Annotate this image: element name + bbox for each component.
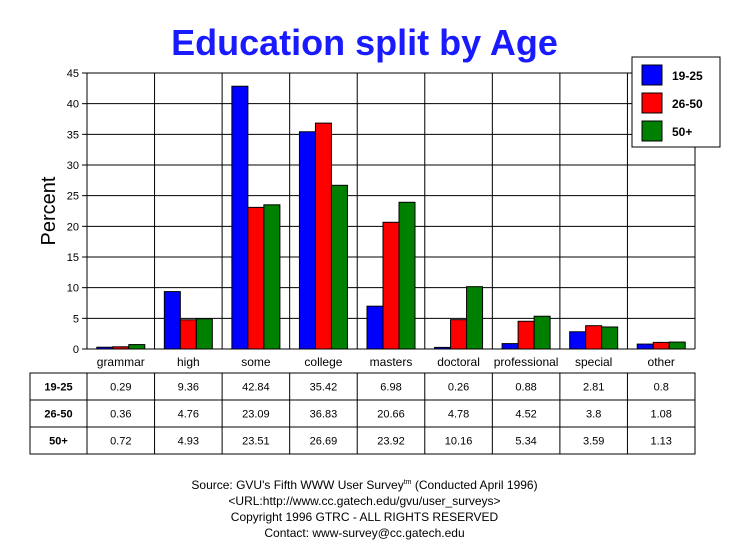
y-tick-label: 0 — [73, 344, 79, 356]
table-cell: 42.84 — [242, 382, 270, 394]
bar — [668, 341, 686, 350]
table-cell: 6.98 — [380, 382, 401, 394]
table-cell: 0.26 — [448, 382, 469, 394]
y-tick-label: 10 — [67, 283, 79, 295]
contact-line: Contact: www-survey@cc.gatech.edu — [264, 526, 465, 540]
table-cell: 26.69 — [310, 436, 338, 448]
legend-label: 26-50 — [672, 97, 703, 111]
legend-swatch — [641, 92, 663, 114]
legend: 19-25 26-50 50+ — [631, 56, 721, 148]
table-cell: 1.08 — [651, 409, 672, 421]
table-cell: 4.78 — [448, 409, 469, 421]
table-cell: 4.52 — [515, 409, 536, 421]
legend-label: 50+ — [672, 125, 692, 139]
bar — [569, 331, 587, 350]
bar — [652, 341, 670, 350]
table-cell: 35.42 — [310, 382, 338, 394]
table-cell: 9.36 — [178, 382, 199, 394]
table-cell: 0.72 — [110, 436, 131, 448]
y-tick-label: 25 — [67, 191, 79, 203]
category-label: college — [304, 355, 342, 369]
table-cell: 0.29 — [110, 382, 131, 394]
y-tick-label: 30 — [67, 160, 79, 172]
table-cell: 3.8 — [586, 409, 601, 421]
source-date: (Conducted April 1996) — [411, 478, 538, 492]
table-cell: 3.59 — [583, 436, 604, 448]
bar — [636, 343, 654, 350]
bar — [96, 346, 114, 350]
category-label: masters — [370, 355, 413, 369]
bar — [501, 343, 519, 350]
y-tick-label: 35 — [67, 129, 79, 141]
bar — [231, 85, 249, 350]
bar — [247, 206, 265, 350]
table-cell: 4.93 — [178, 436, 199, 448]
bar — [517, 320, 535, 350]
bar — [128, 344, 146, 350]
table-cell: 5.34 — [515, 436, 536, 448]
bar — [298, 131, 316, 350]
table-cell: 0.36 — [110, 409, 131, 421]
bar — [314, 122, 332, 350]
legend-swatch — [641, 64, 663, 86]
source-text: Source: GVU's Fifth WWW User Survey — [191, 478, 404, 492]
table-row-label: 26-50 — [44, 409, 72, 421]
y-tick-label: 15 — [67, 252, 79, 264]
bar — [112, 346, 130, 350]
y-tick-label: 40 — [67, 99, 79, 111]
category-label: doctoral — [437, 355, 480, 369]
table-row-label: 50+ — [49, 436, 68, 448]
bar — [330, 184, 348, 350]
bar — [450, 319, 468, 350]
category-label: grammar — [97, 355, 145, 369]
copyright-line: Copyright 1996 GTRC - ALL RIGHTS RESERVE… — [230, 510, 499, 524]
table-cell: 2.81 — [583, 382, 604, 394]
bars — [96, 85, 686, 350]
bar — [263, 204, 281, 350]
table-row-label: 19-25 — [44, 382, 72, 394]
category-label: professional — [494, 355, 559, 369]
bar — [382, 221, 400, 350]
table-cell: 36.83 — [310, 409, 338, 421]
source-footer: Source: GVU's Fifth WWW User Surveytm (C… — [0, 475, 729, 541]
grid-lines — [86, 72, 696, 350]
bar — [163, 291, 181, 350]
table-cell: 0.88 — [515, 382, 536, 394]
bar — [179, 319, 197, 350]
bar — [466, 286, 484, 350]
bar — [398, 201, 416, 350]
table-cell: 10.16 — [445, 436, 473, 448]
table-cell: 20.66 — [377, 409, 405, 421]
trademark-sup: tm — [403, 479, 412, 486]
y-axis-label: Percent — [38, 176, 60, 245]
data-table: 19-25 0.29 9.36 42.84 35.42 6.98 0.26 0.88 2.81 0… — [29, 372, 696, 455]
y-tick-label: 45 — [67, 68, 79, 80]
bar — [585, 325, 603, 350]
table-cell: 1.13 — [651, 436, 672, 448]
bar — [601, 326, 619, 350]
bar — [195, 318, 213, 350]
bar — [366, 305, 384, 350]
y-tick-label: 20 — [67, 221, 79, 233]
axes: 0 5 10 15 20 25 30 35 40 45 Percent grammar high some… — [38, 68, 675, 369]
category-label: special — [575, 355, 612, 369]
y-tick-label: 5 — [73, 313, 79, 325]
legend-swatch — [641, 120, 663, 142]
category-label: high — [177, 355, 200, 369]
chart-title: Education split by Age — [171, 22, 558, 63]
table-cell: 23.09 — [242, 409, 270, 421]
table-cell: 23.51 — [242, 436, 270, 448]
bar — [533, 315, 551, 350]
source-line: Source: GVU's Fifth WWW User Surveytm (C… — [0, 475, 729, 493]
source-url: <URL:http://www.cc.gatech.edu/gvu/user_s… — [228, 494, 501, 508]
table-cell: 23.92 — [377, 436, 405, 448]
table-cell: 0.8 — [654, 382, 669, 394]
legend-label: 19-25 — [672, 69, 703, 83]
table-cell: 4.76 — [178, 409, 199, 421]
category-label: some — [241, 355, 271, 369]
category-label: other — [648, 355, 675, 369]
bar — [434, 346, 452, 350]
